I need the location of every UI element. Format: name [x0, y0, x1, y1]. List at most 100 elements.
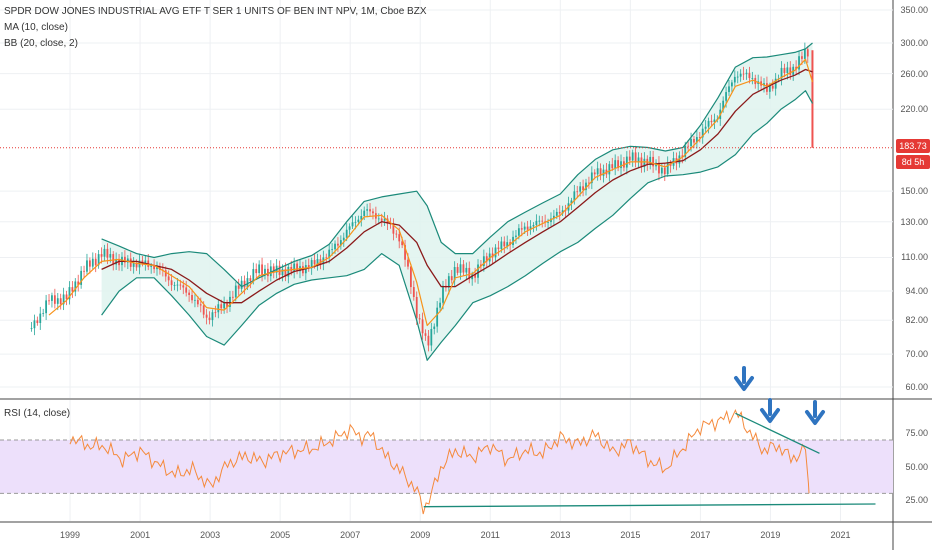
candle-body — [561, 210, 564, 214]
candle-body — [424, 333, 427, 336]
candle-body — [582, 186, 584, 191]
time-tick-label: 2019 — [760, 530, 781, 540]
rsi-legend[interactable]: RSI (14, close) — [4, 408, 71, 419]
candle-body — [196, 299, 199, 305]
candle-body — [185, 287, 188, 293]
candle-body — [296, 263, 298, 272]
candle-body — [579, 186, 582, 192]
candle-body — [150, 265, 153, 267]
price-tick-label: 300.00 — [900, 37, 928, 48]
candle-body — [398, 234, 401, 242]
candle-body — [237, 285, 240, 289]
candle-body — [243, 280, 246, 288]
rsi-tick-label: 25.00 — [905, 495, 928, 505]
candle-body — [733, 76, 736, 83]
candle-body — [751, 78, 754, 79]
candle-body — [652, 156, 655, 167]
candle-body — [412, 287, 415, 297]
candle-body — [188, 292, 191, 295]
time-tick-label: 2007 — [340, 530, 361, 540]
candle-body — [74, 281, 77, 292]
price-tick-label: 94.00 — [905, 286, 928, 297]
down-arrow-icon — [734, 376, 754, 391]
candle-body — [255, 269, 258, 274]
candle-body — [456, 267, 459, 273]
candle-body — [176, 284, 179, 286]
candle-body — [83, 270, 85, 272]
candle-body — [369, 209, 371, 212]
candle-body — [33, 320, 36, 329]
candle-body — [634, 152, 637, 163]
price-tick-label: 70.00 — [905, 349, 928, 360]
candle-body — [774, 78, 777, 89]
candle-body — [124, 256, 126, 263]
time-tick-label: 2009 — [410, 530, 431, 540]
bollinger-basis-line — [101, 68, 813, 304]
time-tick-label: 2003 — [200, 530, 221, 540]
candle-body-last — [811, 50, 814, 148]
candle-body — [447, 276, 450, 288]
candle-body — [392, 224, 395, 234]
candle-body — [643, 158, 646, 168]
candle-body — [331, 249, 334, 250]
candle-body — [798, 56, 800, 70]
candle-body — [681, 155, 684, 157]
candle-body — [231, 296, 234, 298]
candle-body — [517, 228, 520, 236]
candle-body — [596, 168, 599, 175]
candle-body — [407, 259, 409, 267]
price-tick-label: 82.00 — [905, 315, 928, 326]
candle-body — [614, 160, 617, 169]
candle-body — [287, 266, 290, 277]
candle-body — [217, 304, 220, 313]
candle-body — [695, 137, 698, 143]
candle-body — [477, 264, 479, 278]
candle-body — [433, 326, 436, 329]
candle-body — [666, 162, 669, 175]
candle-body — [109, 254, 112, 258]
candle-body — [558, 211, 561, 214]
candle-body — [803, 49, 806, 59]
price-tick-label: 130.00 — [900, 216, 928, 227]
candle-body — [780, 67, 783, 79]
time-tick-label: 2013 — [550, 530, 571, 540]
candle-body — [736, 76, 739, 78]
ma-legend[interactable]: MA (10, close) — [4, 22, 68, 33]
candle-body — [789, 67, 792, 75]
candle-body — [194, 299, 196, 301]
candle-body — [637, 157, 640, 163]
bollinger-lower-line — [101, 90, 814, 361]
candle-body — [588, 182, 590, 184]
candle-body — [170, 280, 173, 286]
candle-body — [377, 218, 380, 220]
candle-body — [538, 220, 541, 222]
candle-body — [687, 145, 690, 147]
candle-body — [167, 276, 170, 281]
candle-body — [144, 260, 147, 264]
candle-body — [97, 254, 100, 266]
candle-body — [39, 313, 42, 324]
candle-body — [745, 72, 748, 75]
bb-legend[interactable]: BB (20, close, 2) — [4, 38, 78, 49]
candle-body — [223, 303, 226, 309]
candle-body — [264, 268, 266, 275]
candle-body — [593, 172, 596, 175]
candle-body — [731, 82, 733, 87]
time-tick-label: 2011 — [480, 530, 500, 540]
time-tick-label: 2021 — [830, 530, 851, 540]
candle-body — [786, 67, 789, 74]
candle-body — [684, 145, 687, 157]
candle-body — [404, 245, 406, 260]
price-tick-label: 150.00 — [900, 186, 928, 197]
candle-body — [462, 264, 465, 273]
candle-body — [550, 218, 552, 223]
candle-body — [480, 264, 482, 267]
candle-body — [267, 268, 269, 277]
candle-body — [59, 298, 62, 305]
candle-body — [415, 296, 418, 319]
candle-body — [164, 270, 167, 277]
candle-body — [401, 241, 404, 246]
candle-body — [649, 156, 652, 165]
rsi-band — [0, 440, 893, 494]
candle-body — [129, 258, 132, 267]
